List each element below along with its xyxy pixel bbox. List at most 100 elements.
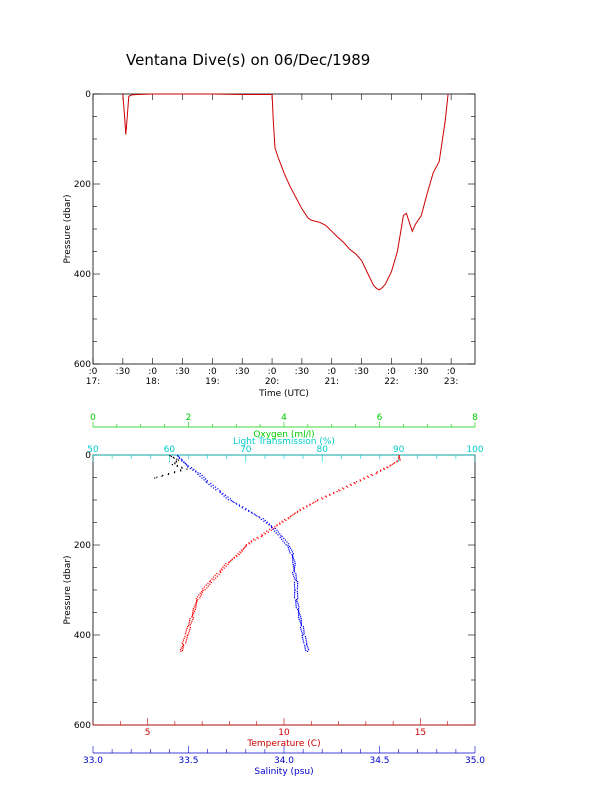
temperature-series-point xyxy=(189,617,191,620)
temperature-series-point xyxy=(376,472,378,474)
temperature-series-point xyxy=(212,576,215,578)
light-transmission-series-point xyxy=(156,476,158,478)
temperature-series-point xyxy=(196,600,198,602)
temperature-series-point xyxy=(186,635,188,637)
temperature-series-point xyxy=(253,538,255,540)
temperature-series-point xyxy=(193,610,196,612)
salinity-series-point xyxy=(301,635,303,637)
temperature-series-point xyxy=(270,529,272,531)
light-transmission-series-point xyxy=(181,466,183,468)
temperature-series-point xyxy=(266,530,268,532)
temperature-series-point xyxy=(231,558,233,560)
temperature-series-point xyxy=(214,574,216,576)
salinity-series-point xyxy=(291,551,294,553)
temperature-series-point xyxy=(192,617,194,619)
temperature-series-point xyxy=(189,628,191,630)
temperature-series-point xyxy=(316,500,319,502)
salinity-series-point xyxy=(201,477,203,479)
pressure-time-plot: 0200400600:0:30:0:30:0:30:0:30:0:30:0:30… xyxy=(63,90,476,399)
temperature-series-point xyxy=(379,469,382,471)
salinity-series-point xyxy=(304,646,306,648)
salinity-series-point xyxy=(294,566,296,568)
temperature-series-point xyxy=(343,488,345,490)
light-tick-label: 60 xyxy=(164,445,176,455)
salinity-series-point xyxy=(264,519,266,521)
temperature-series-point xyxy=(184,635,186,638)
temperature-series-point xyxy=(195,605,197,607)
temperature-series-point xyxy=(182,648,184,650)
temperature-series-point xyxy=(204,589,206,591)
temperature-series-point xyxy=(211,578,213,580)
temperature-series-point xyxy=(396,460,398,462)
temperature-series-point xyxy=(207,582,209,584)
salinity-series-point xyxy=(289,547,292,549)
salinity-series-point xyxy=(288,545,291,548)
temperature-series-point xyxy=(228,561,230,563)
temperature-series-point xyxy=(181,643,183,645)
temperature-series-point xyxy=(244,546,246,548)
salinity-series-point xyxy=(295,607,297,609)
temperature-series-point xyxy=(220,572,222,574)
salinity-series-point xyxy=(255,514,257,516)
salinity-series-point xyxy=(292,562,294,564)
salinity-series-point xyxy=(297,602,299,604)
temperature-series-point xyxy=(196,599,198,602)
temperature-series-point xyxy=(210,581,212,584)
salinity-series-point xyxy=(259,517,261,519)
salinity-series-point xyxy=(297,611,300,613)
salinity-series-point xyxy=(298,615,300,617)
temperature-series-point xyxy=(238,554,240,556)
salinity-series-point xyxy=(296,592,299,594)
temperature-series-point xyxy=(279,522,281,524)
temperature-series-point xyxy=(185,631,187,633)
temperature-series-point xyxy=(193,612,195,614)
salinity-series-point xyxy=(183,462,185,464)
temperature-series-point xyxy=(245,545,247,548)
salinity-series-point xyxy=(206,480,208,482)
salinity-series-point xyxy=(245,508,247,510)
y-tick-label: 200 xyxy=(74,180,91,190)
temperature-series-point xyxy=(396,461,398,463)
salinity-series-point xyxy=(294,563,296,565)
temperature-series-point xyxy=(268,528,270,530)
salinity-series-point xyxy=(282,540,284,542)
temperature-series-point xyxy=(213,579,215,581)
temperature-series-point xyxy=(195,607,197,609)
salinity-series-point xyxy=(251,512,253,514)
salinity-series-point xyxy=(294,589,296,591)
salinity-series-point xyxy=(285,544,287,546)
temperature-series-point xyxy=(367,476,370,478)
temperature-series-point xyxy=(329,493,331,495)
temperature-series-point xyxy=(325,495,327,497)
temperature-series-point xyxy=(274,526,276,528)
salinity-series-point xyxy=(210,482,212,485)
temperature-series-point xyxy=(194,604,196,606)
temperature-series-point xyxy=(205,584,207,586)
salinity-series-point xyxy=(260,518,262,521)
light-transmission-series-point xyxy=(181,467,183,469)
salinity-series-point xyxy=(293,581,296,584)
temperature-series-point xyxy=(219,570,221,572)
temperature-series-point xyxy=(370,473,372,476)
temperature-series-point xyxy=(237,553,239,555)
temperature-series-point xyxy=(227,563,229,566)
salinity-series-point xyxy=(302,626,304,628)
temperature-tick-label: 5 xyxy=(145,728,151,738)
temperature-series-point xyxy=(199,592,201,594)
temperature-series-point xyxy=(390,464,392,466)
salinity-series-point xyxy=(295,599,297,601)
salinity-series-point xyxy=(300,623,302,625)
temperature-series-point xyxy=(216,575,218,577)
temperature-series-point xyxy=(215,577,217,579)
salinity-series-point xyxy=(291,549,293,551)
salinity-series-point xyxy=(266,521,268,523)
x-tick-label-hour: 20: xyxy=(265,377,279,387)
light-transmission-series-point xyxy=(176,465,178,467)
salinity-series-point xyxy=(297,609,300,611)
temperature-series-point xyxy=(185,629,187,631)
salinity-series-point xyxy=(192,469,194,471)
salinity-series-point xyxy=(304,644,306,646)
salinity-series-point xyxy=(212,484,214,486)
temperature-series-point xyxy=(201,590,203,593)
